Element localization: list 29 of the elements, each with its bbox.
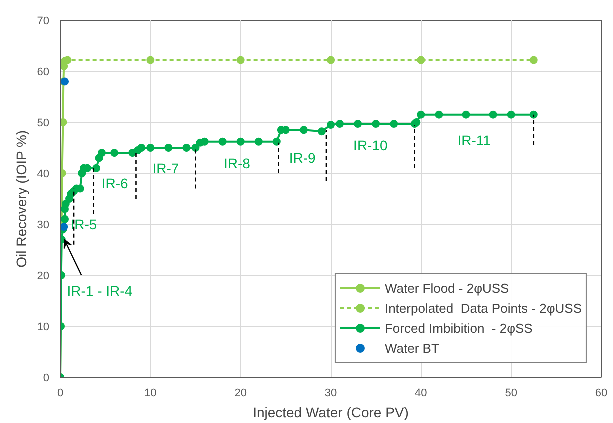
x-axis-title: Injected Water (Core PV) [253,404,409,420]
legend-label: Water Flood - 2φUSS [384,280,510,296]
x-tick-label: 60 [595,388,608,400]
annotation: IR-9 [289,150,316,166]
y-tick-label: 30 [37,220,50,232]
y-tick-label: 50 [37,118,50,130]
y-tick-label: 20 [37,270,50,282]
annotation: IR-6 [102,176,128,192]
y-axis-title: Oil Recovery (IOIP %) [13,130,30,268]
legend-label: Water BT [384,340,440,356]
x-tick-label: 20 [234,388,247,400]
annotation: IR-10 [354,137,388,154]
annotation: IR-5 [70,216,98,232]
legend-label: Interpolated Data Points - 2φUSS [384,300,582,316]
y-tick-label: 40 [37,168,50,180]
legend-label: Forced Imbibition - 2φSS [384,320,533,336]
y-tick-label: 10 [37,322,50,334]
x-tick-label: 40 [415,388,428,400]
annotation: IR-7 [152,160,180,176]
annotation: IR-11 [458,132,492,148]
annotation: IR-8 [224,155,251,172]
x-tick-label: 50 [505,388,518,400]
y-tick-label: 0 [43,372,50,384]
y-tick-label: 60 [37,66,50,78]
x-tick-label: 30 [324,388,338,400]
x-tick-label: 10 [144,388,157,400]
x-tick-label: 0 [57,388,64,400]
y-tick-label: 70 [37,16,50,28]
annotation: IR-1 - IR-4 [67,282,133,299]
